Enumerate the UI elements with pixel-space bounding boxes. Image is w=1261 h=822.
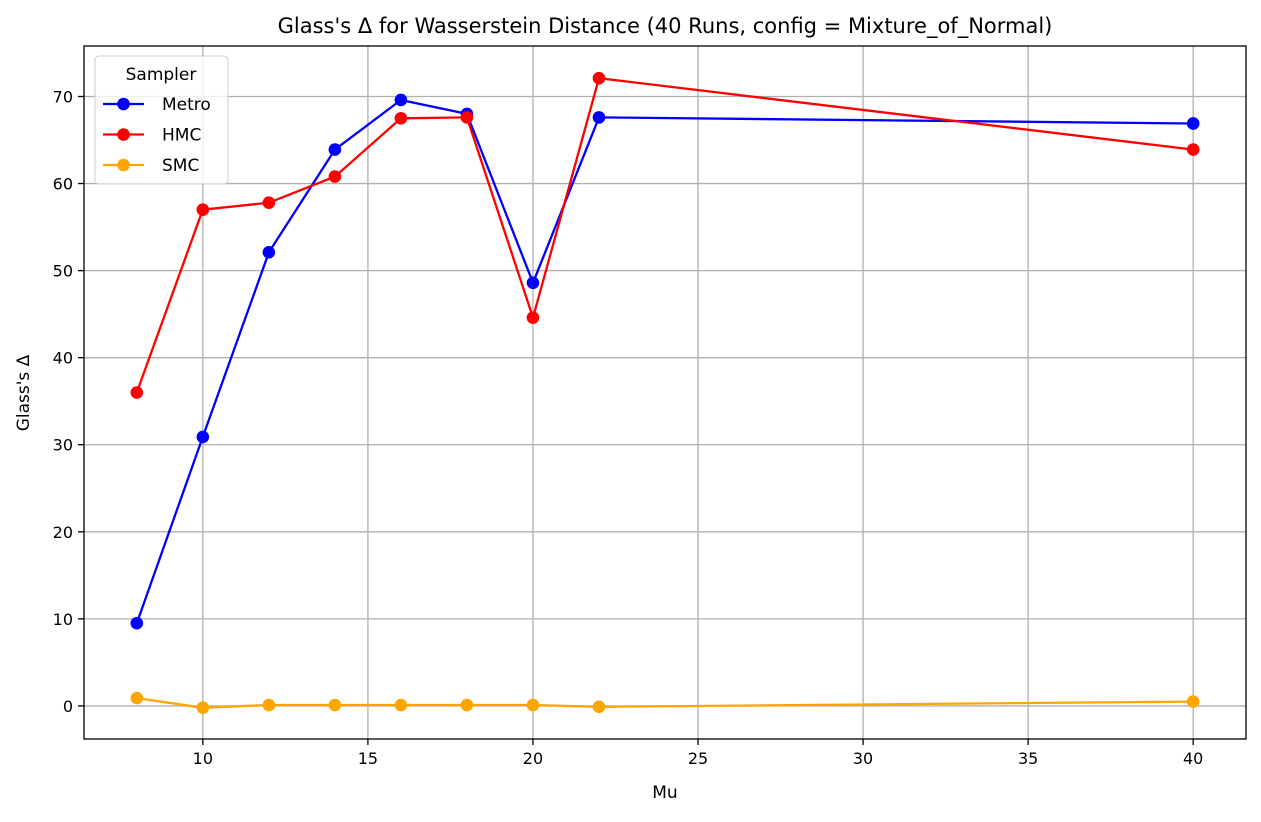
data-point-smc	[526, 698, 540, 712]
data-point-metro	[196, 430, 210, 444]
y-tick-label: 50	[53, 262, 73, 281]
data-point-smc	[130, 691, 144, 705]
data-point-metro	[130, 616, 144, 630]
y-tick-label: 20	[53, 523, 73, 542]
y-tick-label: 10	[53, 610, 73, 629]
data-point-smc	[1186, 695, 1200, 708]
legend-label-smc: SMC	[162, 156, 199, 176]
data-point-hmc	[328, 170, 342, 183]
data-point-metro	[592, 111, 606, 124]
legend-label-hmc: HMC	[162, 126, 201, 146]
data-point-hmc	[130, 386, 144, 399]
x-axis-label: Mu	[652, 783, 677, 803]
x-tick-label: 20	[523, 749, 543, 768]
data-point-metro	[328, 143, 342, 156]
series-layer	[130, 71, 1200, 714]
chart-title: Glass's Δ for Wasserstein Distance (40 R…	[278, 14, 1053, 39]
legend-box	[94, 55, 229, 185]
data-point-metro	[262, 246, 276, 259]
data-point-hmc	[1186, 143, 1200, 156]
data-point-smc	[196, 701, 210, 714]
x-tick-label: 35	[1018, 749, 1038, 768]
y-axis-label: Glass's Δ	[14, 354, 34, 431]
x-tick-label: 30	[853, 749, 873, 768]
data-point-hmc	[526, 311, 540, 324]
x-tick-label: 40	[1183, 749, 1203, 768]
data-point-metro	[394, 93, 408, 107]
x-tick-label: 10	[193, 749, 213, 768]
x-tick-label: 15	[358, 749, 378, 768]
data-point-smc	[592, 700, 606, 714]
legend-entries: Metro HMC SMC	[103, 95, 211, 176]
data-point-smc	[262, 698, 276, 712]
y-tick-label: 30	[53, 436, 73, 455]
ticks: 10 15 20 25 30 35 40 0 10 20 30 40 50 60 70	[53, 87, 1204, 768]
data-point-hmc	[460, 111, 474, 124]
legend-marker-hmc	[117, 128, 130, 141]
y-tick-label: 70	[53, 87, 73, 106]
x-tick-label: 25	[688, 749, 708, 768]
data-point-smc	[328, 698, 342, 712]
data-point-hmc	[592, 71, 606, 85]
data-point-hmc	[394, 111, 408, 125]
data-point-metro	[1186, 117, 1200, 130]
legend: Sampler Metro HMC SMC	[94, 55, 229, 185]
data-point-hmc	[196, 203, 210, 216]
data-point-metro	[526, 276, 540, 290]
legend-marker-smc	[117, 158, 130, 172]
legend-title: Sampler	[126, 65, 197, 85]
plot-frame	[83, 45, 1247, 740]
data-point-hmc	[262, 196, 276, 210]
data-point-smc	[460, 698, 474, 712]
y-tick-label: 40	[53, 349, 73, 368]
data-point-smc	[394, 698, 408, 712]
y-tick-label: 0	[63, 697, 73, 716]
y-tick-label: 60	[53, 175, 73, 194]
legend-marker-metro	[117, 97, 130, 111]
legend-label-metro: Metro	[162, 95, 211, 115]
